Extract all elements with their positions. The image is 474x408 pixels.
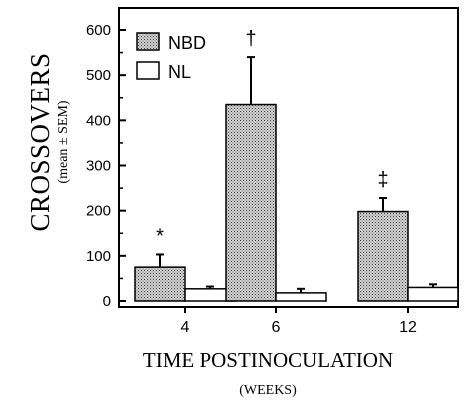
x-axis-title: TIME POSTINOCULATION [142, 348, 394, 372]
bar-nl-6 [275, 292, 327, 302]
bar-nbd-6 [225, 103, 277, 302]
bar-nbd-12 [357, 210, 409, 302]
x-tick-label: 12 [399, 319, 417, 336]
y-tick-label: 500 [86, 67, 111, 84]
y-tick-label: 300 [86, 158, 111, 175]
x-tick-label: 4 [181, 319, 190, 336]
x-tick-label: 6 [272, 319, 281, 336]
significance-marker: * [156, 225, 164, 247]
legend-swatch-nbd [136, 32, 160, 51]
bar-nbd-4 [134, 266, 186, 302]
legend-label-nbd: NBD [168, 33, 206, 53]
plot-frame [118, 7, 459, 308]
plot-area: 0 100 200 300 400 500 600 * † ‡ 4 6 12 NBD NL [86, 7, 459, 336]
legend-label-nl: NL [168, 62, 191, 82]
significance-marker: ‡ [377, 169, 388, 191]
significance-marker: † [245, 28, 256, 50]
y-tick-label: 600 [86, 22, 111, 39]
legend-swatch-nl [136, 61, 160, 80]
y-axis-subtitle: (mean ± SEM) [56, 100, 71, 184]
y-axis-title: CROSSOVERS [25, 52, 55, 232]
y-tick-label: 100 [86, 248, 111, 265]
y-tick-label: 200 [86, 203, 111, 220]
y-axis-label: CROSSOVERS (mean ± SEM) [25, 27, 71, 257]
bar-nl-12 [407, 286, 459, 302]
x-axis-subtitle: (WEEKS) [239, 383, 297, 398]
y-tick-label: 0 [103, 293, 111, 310]
y-tick-label: 400 [86, 112, 111, 129]
